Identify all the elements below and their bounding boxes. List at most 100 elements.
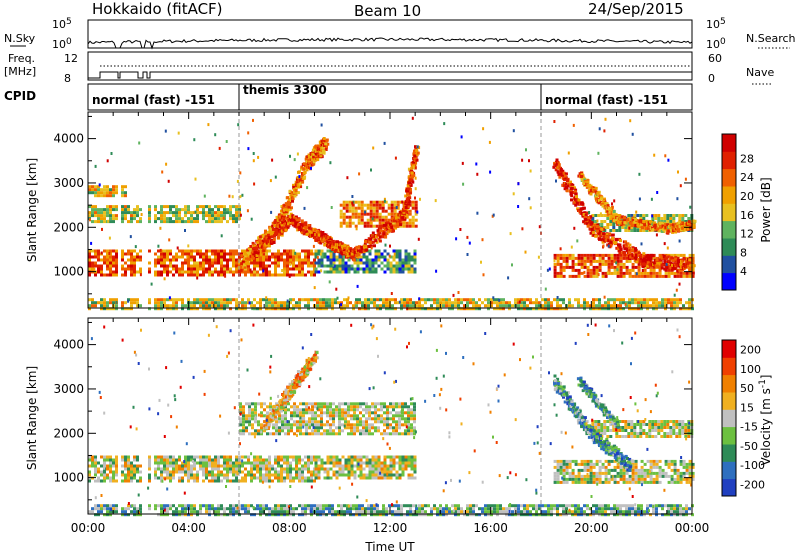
echo-cell xyxy=(322,150,326,154)
range-gate-cell xyxy=(292,298,295,302)
range-gate-cell xyxy=(268,258,271,262)
range-gate-cell xyxy=(316,301,319,305)
range-gate-cell xyxy=(217,304,220,308)
range-gate-cell xyxy=(217,249,220,253)
range-gate-cell xyxy=(367,307,370,311)
range-gate-cell xyxy=(598,253,602,257)
range-gate-cell xyxy=(289,252,292,256)
range-gate-cell xyxy=(378,212,382,216)
echo-cell xyxy=(379,229,383,233)
range-gate-cell xyxy=(583,304,586,308)
echo-cell xyxy=(302,232,306,236)
echo-cell xyxy=(574,188,578,192)
range-gate-cell xyxy=(208,273,211,277)
range-gate-cell xyxy=(148,220,151,224)
range-gate-cell xyxy=(520,301,523,305)
echo-cell xyxy=(575,195,578,199)
range-gate-cell xyxy=(154,217,157,221)
scatter-cell xyxy=(101,227,103,231)
range-gate-cell xyxy=(460,298,463,302)
scatter-cell xyxy=(106,159,109,163)
range-gate-cell xyxy=(404,255,408,259)
range-gate-cell xyxy=(298,264,301,268)
echo-cell xyxy=(342,251,346,254)
echo-cell xyxy=(590,227,594,231)
range-gate-cell xyxy=(655,307,658,311)
echo-cell xyxy=(296,228,300,232)
echo-cell xyxy=(343,252,347,256)
scatter-cell xyxy=(394,156,397,160)
range-gate-cell xyxy=(238,214,241,218)
range-gate-cell xyxy=(383,255,387,259)
scatter-cell xyxy=(570,245,573,249)
scatter-cell xyxy=(168,296,171,300)
range-gate-cell xyxy=(622,274,626,278)
range-gate-cell xyxy=(442,301,445,305)
scatter-cell xyxy=(538,225,541,229)
echo-cell xyxy=(648,259,652,263)
range-gate-cell xyxy=(121,194,124,198)
range-gate-cell xyxy=(247,298,250,302)
range-gate-cell xyxy=(562,268,566,272)
range-gate-cell xyxy=(109,255,112,259)
scatter-cell xyxy=(159,226,162,230)
range-gate-cell xyxy=(365,270,369,274)
range-gate-cell xyxy=(265,270,268,274)
range-gate-cell xyxy=(553,307,556,311)
range-gate-cell xyxy=(514,298,517,302)
range-gate-cell xyxy=(220,273,223,277)
echo-cell xyxy=(276,235,280,239)
echo-cell xyxy=(677,259,681,262)
echo-cell xyxy=(587,184,591,188)
range-gate-cell xyxy=(616,298,619,302)
range-gate-cell xyxy=(360,200,364,204)
range-gate-cell xyxy=(217,270,220,274)
scatter-cell xyxy=(163,277,166,281)
scatter-cell xyxy=(476,172,479,176)
echo-cell xyxy=(333,250,337,253)
range-gate-cell xyxy=(657,217,661,220)
colorbar-tick-label: 12 xyxy=(740,228,754,241)
echo-cell xyxy=(592,233,596,237)
range-gate-cell xyxy=(676,298,679,302)
range-gate-cell xyxy=(280,252,283,256)
scatter-cell xyxy=(289,262,292,266)
range-gate-cell xyxy=(407,252,411,256)
range-gate-cell xyxy=(396,203,400,207)
range-gate-cell xyxy=(211,208,214,212)
range-gate-cell xyxy=(91,264,94,268)
echo-cell xyxy=(410,166,414,170)
range-gate-cell xyxy=(532,307,535,311)
range-gate-cell xyxy=(244,301,247,305)
scatter-cell xyxy=(512,192,515,196)
scatter-cell xyxy=(435,269,438,273)
range-gate-cell xyxy=(259,307,262,311)
range-gate-cell xyxy=(553,271,557,275)
beam-title: Beam 10 xyxy=(354,2,421,20)
range-gate-cell xyxy=(136,304,139,308)
echo-cell xyxy=(287,218,291,222)
range-gate-cell xyxy=(283,270,286,274)
freq-trace xyxy=(88,71,692,79)
range-gate-cell xyxy=(205,258,208,262)
range-gate-cell xyxy=(139,304,142,308)
echo-cell xyxy=(405,214,409,217)
range-gate-cell xyxy=(487,304,490,308)
scatter-cell xyxy=(294,251,297,255)
range-gate-cell xyxy=(160,211,163,215)
range-gate-cell xyxy=(124,205,127,209)
echo-cell xyxy=(316,148,320,152)
range-gate-cell xyxy=(418,301,421,305)
range-gate-cell xyxy=(325,307,328,311)
echo-cell xyxy=(618,243,622,247)
range-gate-cell xyxy=(232,220,235,224)
range-gate-cell xyxy=(109,191,112,195)
range-gate-cell xyxy=(196,270,199,274)
range-gate-cell xyxy=(97,255,100,259)
range-gate-cell xyxy=(253,307,256,311)
scatter-cell xyxy=(546,268,549,272)
range-gate-cell xyxy=(265,307,268,311)
echo-cell xyxy=(660,221,664,225)
range-gate-cell xyxy=(619,259,623,263)
